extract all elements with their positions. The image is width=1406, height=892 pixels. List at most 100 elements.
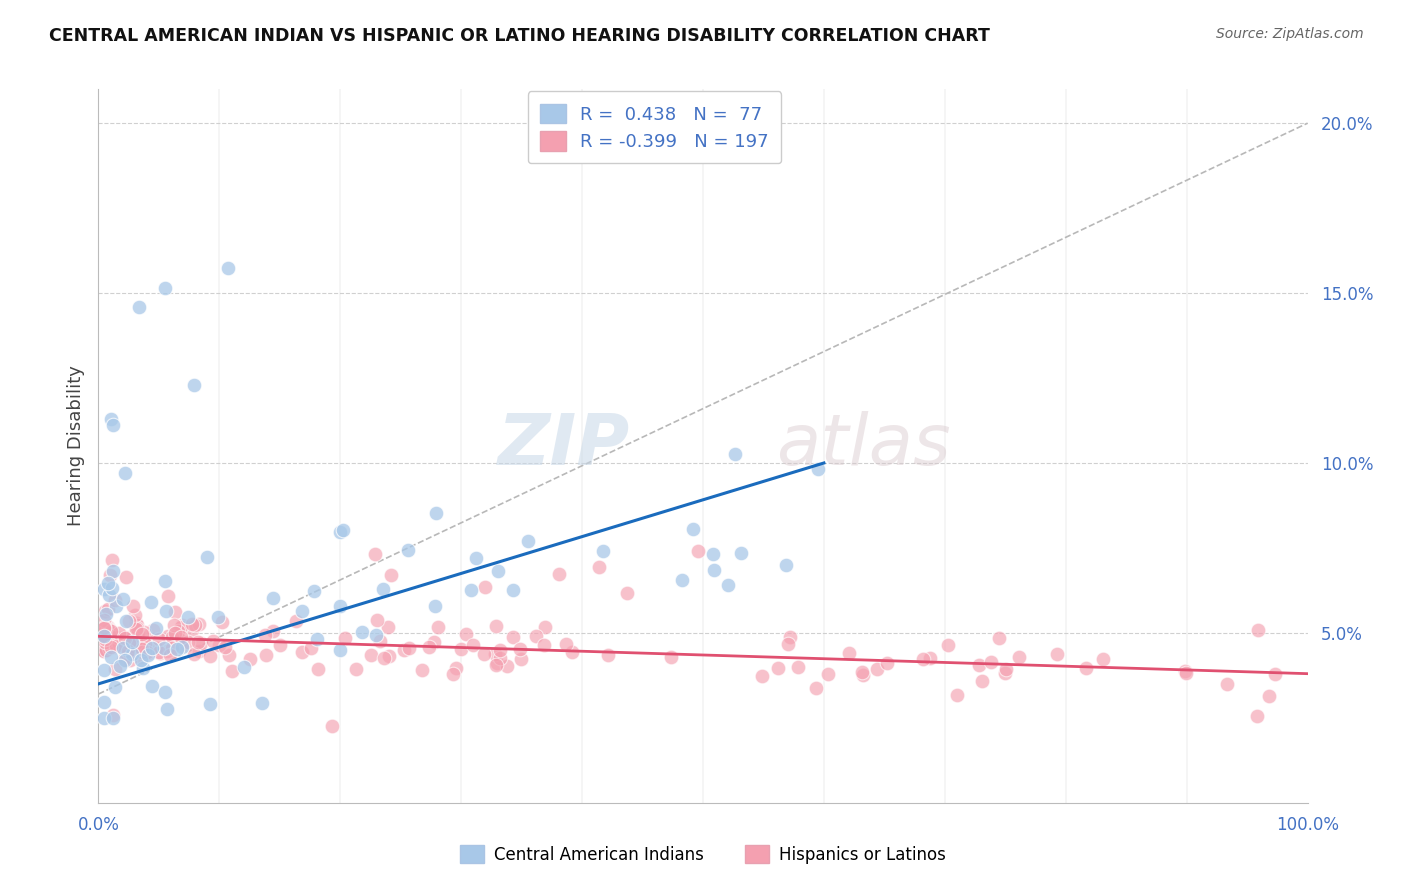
Point [124,641,146,656]
Point [108,658,131,673]
Point [1074,661,1097,675]
Point [125,632,148,647]
Point [156,629,179,643]
Point [129,653,152,667]
Point [366,613,388,627]
Point [181,616,204,631]
Point [96,642,118,657]
Point [117,641,139,656]
Point [967,657,990,672]
Point [364,547,387,561]
Point [114,466,136,480]
Point [456,627,478,641]
Point [418,640,440,655]
Point [136,648,159,662]
Point [125,630,148,644]
Point [838,646,860,660]
Point [131,642,153,657]
Point [94,641,117,656]
Point [153,281,176,295]
Point [218,648,240,662]
Point [107,626,129,640]
Point [93,628,115,642]
Point [121,629,143,643]
Point [671,573,693,587]
Point [93,634,115,648]
Point [97,620,120,634]
Point [117,647,139,661]
Point [284,615,307,629]
Point [170,633,193,648]
Point [496,658,519,673]
Point [136,646,159,660]
Point [441,666,464,681]
Point [396,542,419,557]
Point [98,622,121,636]
Point [299,640,322,655]
Point [302,584,325,599]
Point [153,574,176,588]
Point [371,582,394,596]
Point [806,681,828,695]
Point [141,640,163,655]
Point [94,632,117,646]
Point [94,624,117,638]
Point [207,638,229,652]
Point [170,631,193,645]
Point [994,665,1017,680]
Point [851,665,873,679]
Point [253,627,276,641]
Point [936,638,959,652]
Point [93,613,115,627]
Point [127,625,149,640]
Point [142,623,165,637]
Point [262,591,284,605]
Point [118,653,141,667]
Point [170,620,193,634]
Point [548,567,571,582]
Point [104,593,127,607]
Point [103,711,125,725]
Point [101,581,124,595]
Text: ZIP: ZIP [498,411,630,481]
Y-axis label: Hearing Disability: Hearing Disability [66,366,84,526]
Point [100,629,122,643]
Point [125,622,148,636]
Point [263,624,285,639]
Point [450,641,472,656]
Point [129,637,152,651]
Point [105,639,128,653]
Point [93,621,115,635]
Point [112,641,135,656]
Point [145,621,167,635]
Point [509,641,531,656]
Point [114,570,136,584]
Point [118,614,141,628]
Point [121,647,143,661]
Point [534,620,557,634]
Point [103,662,125,676]
Point [366,628,388,642]
Point [190,636,212,650]
Point [159,648,181,662]
Point [866,662,889,676]
Point [93,711,115,725]
Point [101,418,124,433]
Point [94,635,117,649]
Point [93,642,115,657]
Point [93,695,115,709]
Point [254,648,277,662]
Point [1216,677,1239,691]
Point [131,627,153,641]
Point [148,632,170,647]
Point [489,651,512,665]
Point [145,640,167,655]
Point [233,660,256,674]
Point [380,568,402,582]
Point [876,657,898,671]
Point [221,664,243,678]
Point [946,688,969,702]
Point [444,661,467,675]
Point [172,617,194,632]
Point [502,582,524,597]
